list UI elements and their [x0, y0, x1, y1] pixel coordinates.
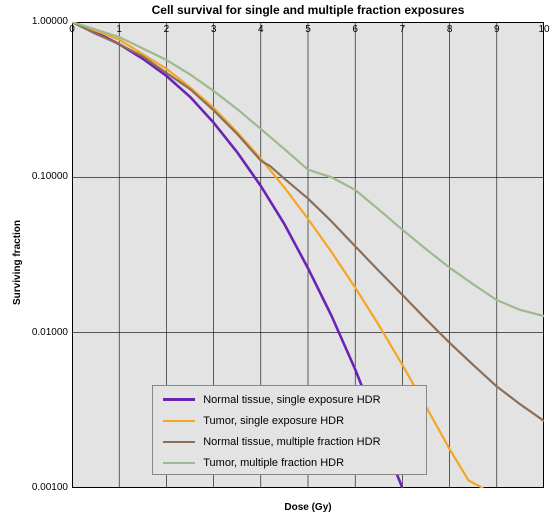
legend: Normal tissue, single exposure HDR Tumor,…	[152, 385, 427, 475]
chart-title: Cell survival for single and multiple fr…	[72, 3, 544, 17]
x-tick: 8	[440, 24, 460, 35]
x-axis-label: Dose (Gy)	[72, 502, 544, 513]
legend-swatch	[163, 398, 195, 401]
legend-swatch	[163, 441, 195, 443]
chart-container: Cell survival for single and multiple fr…	[0, 0, 552, 517]
y-tick: 0.00100	[18, 482, 68, 493]
y-axis-label: Surviving fraction	[12, 220, 23, 305]
y-tick: 1.00000	[18, 16, 68, 27]
x-tick: 5	[298, 24, 318, 35]
legend-swatch	[163, 462, 195, 464]
legend-item: Normal tissue, single exposure HDR	[153, 389, 426, 410]
x-tick: 9	[487, 24, 507, 35]
legend-label: Normal tissue, multiple fraction HDR	[203, 436, 380, 448]
x-tick: 7	[392, 24, 412, 35]
legend-label: Normal tissue, single exposure HDR	[203, 394, 380, 406]
x-tick: 1	[109, 24, 129, 35]
x-tick: 2	[156, 24, 176, 35]
legend-swatch	[163, 420, 195, 422]
y-tick: 0.01000	[18, 327, 68, 338]
x-tick: 3	[204, 24, 224, 35]
legend-label: Tumor, single exposure HDR	[203, 415, 344, 427]
legend-item: Tumor, multiple fraction HDR	[153, 452, 426, 473]
legend-item: Normal tissue, multiple fraction HDR	[153, 431, 426, 452]
x-tick: 10	[534, 24, 552, 35]
legend-label: Tumor, multiple fraction HDR	[203, 457, 344, 469]
x-tick: 6	[345, 24, 365, 35]
legend-item: Tumor, single exposure HDR	[153, 410, 426, 431]
y-tick: 0.10000	[18, 171, 68, 182]
x-tick: 4	[251, 24, 271, 35]
